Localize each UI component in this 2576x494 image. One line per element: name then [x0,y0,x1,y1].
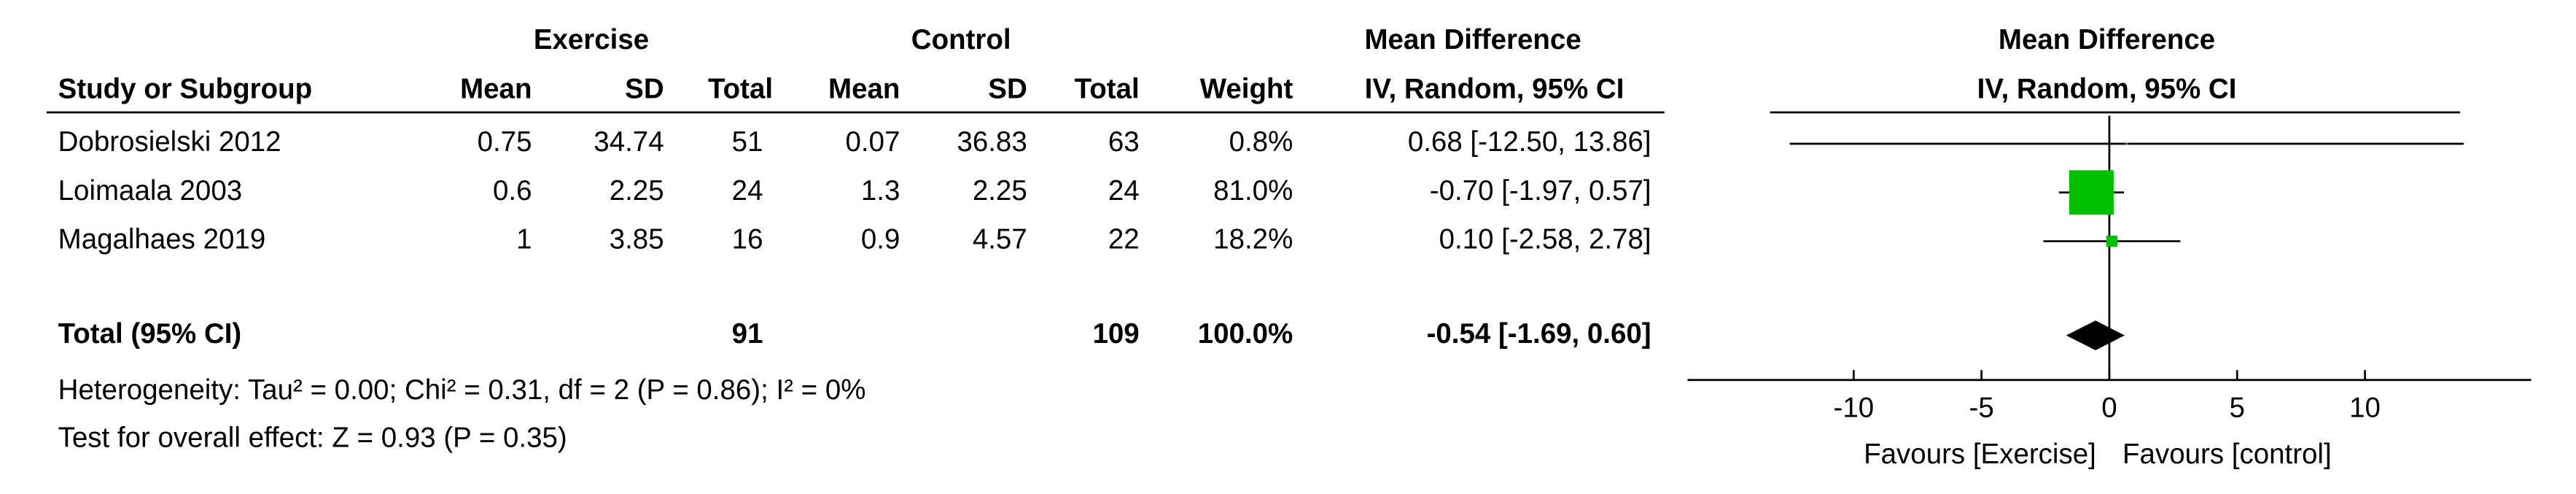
favours-left: Favours [Exercise] [1864,439,2096,470]
heterogeneity: Heterogeneity: Tau² = 0.00; Chi² = 0.31,… [58,374,866,406]
effect-ci: -0.54 [-1.69, 0.60] [1427,318,1651,350]
exp-mean: 0.75 [478,126,532,158]
ctl-sd: 4.57 [973,224,1027,255]
column-header: Weight [1200,74,1293,105]
ctl-mean: 1.3 [861,175,900,207]
exp-total: 51 [732,126,763,158]
group-header: Exercise [534,24,649,55]
exp-total: 16 [732,224,763,255]
exp-sd: 2.25 [610,175,664,207]
x-tick-label: 5 [2230,393,2245,424]
column-header: Total [708,74,773,105]
column-header: Study or Subgroup [58,74,312,105]
group-header: Mean Difference [1999,24,2215,55]
ctl-sd: 2.25 [973,175,1027,207]
exp-sd: 34.74 [594,126,664,158]
exp-total: 24 [732,175,763,207]
column-header: Mean [828,74,900,105]
pooled-diamond [2066,320,2125,351]
ctl-total: 22 [1108,224,1140,255]
weight: 100.0% [1198,318,1293,350]
weight: 81.0% [1213,175,1293,207]
group-header: Mean Difference [1364,24,1581,55]
ctl-mean: 0.07 [846,126,900,158]
x-tick-label: -5 [1969,393,1994,424]
effect-ci: -0.70 [-1.97, 0.57] [1430,175,1651,207]
x-tick-label: 0 [2101,393,2117,424]
favours-right: Favours [control] [2122,439,2332,470]
ctl-mean: 0.9 [861,224,900,255]
x-tick-label: -10 [1834,393,1875,424]
exp-mean: 0.6 [493,175,532,207]
total-name: Total (95% CI) [58,318,242,350]
column-header: IV, Random, 95% CI [1977,74,2237,105]
exp-mean: 1 [516,224,532,255]
weight: 18.2% [1213,224,1293,255]
x-tick-label: 10 [2349,393,2381,424]
weight: 0.8% [1229,126,1293,158]
weight-box [2106,235,2118,247]
effect-ci: 0.10 [-2.58, 2.78] [1439,224,1651,255]
ctl-total: 63 [1108,126,1140,158]
column-header: Total [1075,74,1140,105]
weight-box [2125,142,2128,145]
effect-ci: 0.68 [-12.50, 13.86] [1408,126,1651,158]
column-header: SD [625,74,664,105]
study-name: Magalhaes 2019 [58,224,266,255]
weight-box [2069,170,2114,215]
study-name: Dobrosielski 2012 [58,126,281,158]
exp-sd: 3.85 [610,224,664,255]
column-header: IV, Random, 95% CI [1365,74,1624,105]
study-name: Loimaala 2003 [58,175,242,207]
ctl-sd: 36.83 [957,126,1027,158]
exp-total: 91 [732,318,763,350]
ctl-total: 109 [1093,318,1140,350]
ctl-total: 24 [1108,175,1140,207]
overall-effect: Test for overall effect: Z = 0.93 (P = 0… [58,422,567,453]
column-header: SD [988,74,1027,105]
group-header: Control [911,24,1011,55]
column-header: Mean [460,74,532,105]
